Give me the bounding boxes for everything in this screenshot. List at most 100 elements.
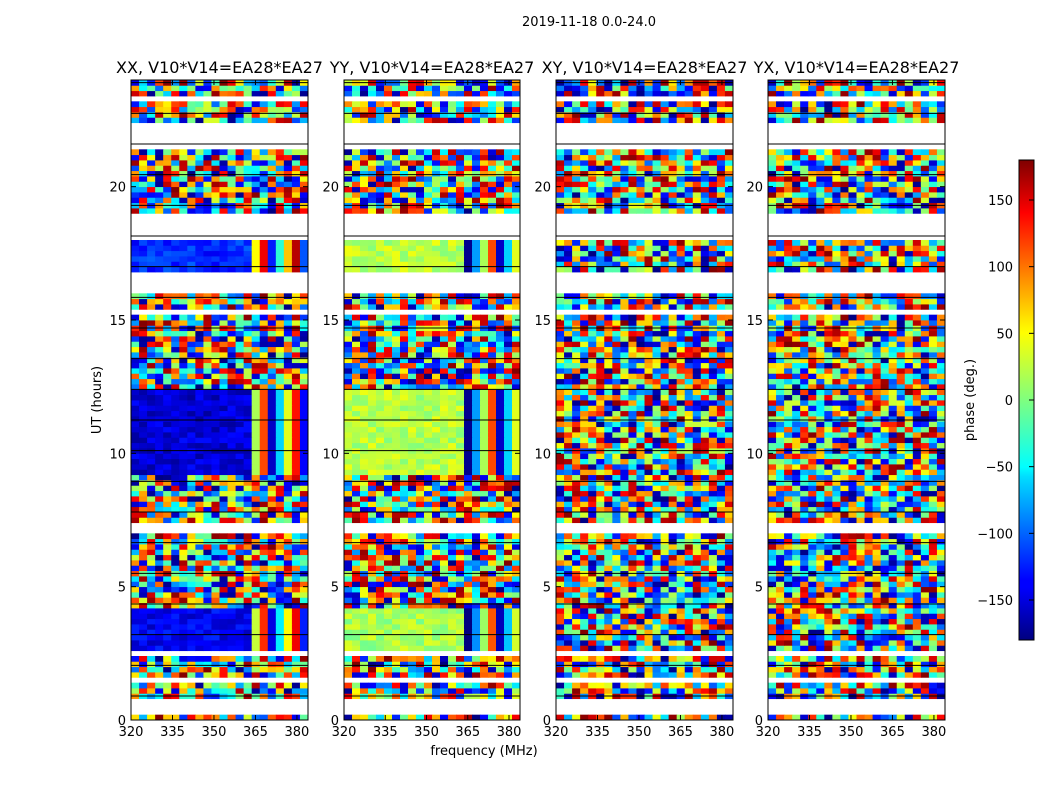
phase-cell [147,421,156,428]
phase-cell [368,389,377,396]
phase-cell [604,565,613,572]
phase-cell [376,293,385,300]
phase-cell [456,485,465,492]
phase-cell [219,538,229,545]
phase-cell [644,629,654,636]
phase-cell [360,416,369,422]
phase-cell [456,368,465,374]
phase-cell [195,405,204,412]
phase-cell [432,645,441,652]
phase-cell [235,400,245,406]
phase-cell [464,506,473,513]
phase-cell [504,581,513,588]
phase-cell [211,405,220,412]
phase-cell [267,112,277,118]
phase-cell [472,634,481,641]
phase-cell [512,160,520,166]
phase-cell [187,474,196,481]
phase-cell [676,661,686,668]
phase-cell [504,341,513,348]
phase-cell [299,112,308,118]
phase-cell [131,186,140,193]
phase-cell [344,165,353,172]
phase-cell [163,682,172,689]
phase-cell [251,480,261,486]
phase-cell [155,506,164,513]
phase-cell [612,634,621,641]
phase-cell [424,533,433,540]
phase-cell [504,544,513,550]
phase-cell [227,613,237,620]
phase-cell [496,517,505,524]
phase-cell [716,613,726,620]
phase-cell [400,373,409,380]
phase-cell [155,592,164,598]
phase-cell [588,602,597,609]
phase-cell [299,714,308,720]
phase-cell [496,197,505,204]
phase-cell [155,378,164,385]
phase-cell [408,496,417,502]
phase-cell [195,565,204,572]
phase-cell [275,656,285,662]
phase-cell [155,464,164,470]
phase-cell [352,181,361,188]
phase-cell [668,565,678,572]
phase-cell [211,314,220,321]
phase-cell [155,373,164,380]
phase-cell [512,576,520,582]
phase-cell [219,645,229,652]
phase-cell [291,602,301,609]
phase-cell [400,554,409,561]
phase-cell [155,432,164,438]
phase-cell [392,496,401,502]
phase-cell [416,597,425,604]
phase-cell [368,672,377,678]
phase-cell [155,389,164,396]
phase-cell [496,512,505,518]
phase-cell [267,250,277,257]
phase-cell [267,554,277,561]
phase-cell [432,394,441,401]
phase-cell [259,656,269,662]
phase-cell [299,410,308,417]
phase-cell [131,160,140,166]
phase-cell [171,101,180,108]
phase-cell [352,389,361,396]
phase-cell [211,592,220,598]
phase-cell [432,672,441,678]
phase-cell [668,618,678,625]
phase-cell [376,464,385,470]
phase-cell [131,400,140,406]
phase-cell [564,554,573,561]
phase-cell [620,634,629,641]
phase-cell [187,346,196,353]
phase-cell [203,565,212,572]
phase-cell [299,90,308,97]
phase-cell [283,661,293,668]
phase-cell [392,405,401,412]
phase-cell [139,592,148,598]
phase-cell [384,149,393,156]
phase-cell [504,112,513,118]
phase-cell [251,442,261,449]
phase-cell [636,672,645,678]
phase-cell [432,469,441,476]
panel-frame [130,79,309,721]
phase-cell [139,640,148,646]
phase-cell [480,154,489,161]
phase-cell [684,624,694,630]
phase-cell [211,688,220,694]
phase-cell [416,378,425,385]
phase-cell [400,682,409,689]
phase-cell [604,592,613,598]
phase-cell [352,208,361,214]
phase-cell [171,645,180,652]
phase-cell [416,565,425,572]
phase-cell [368,640,377,646]
phase-cell [424,320,433,326]
phase-cell [259,581,269,588]
phase-cell [604,661,613,668]
phase-cell [283,240,293,246]
phase-cell [139,416,148,422]
